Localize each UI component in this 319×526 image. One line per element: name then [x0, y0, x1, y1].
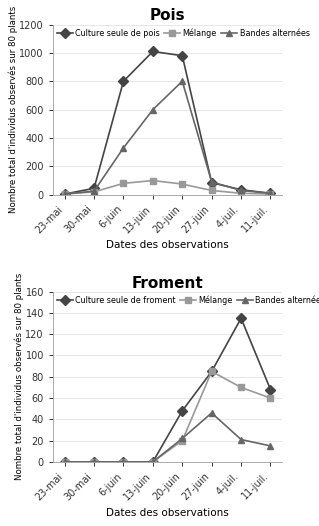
Line: Bandes alternées: Bandes alternées	[61, 78, 274, 197]
Culture seule de froment	[269, 387, 272, 393]
Line: Culture seule de froment: Culture seule de froment	[61, 315, 274, 466]
Title: Pois: Pois	[150, 8, 185, 23]
Mélange	[210, 368, 214, 375]
Bandes alternées	[63, 191, 67, 197]
Culture seule de froment	[92, 459, 96, 465]
Y-axis label: Nombre total d'individus observés sur 80 plants: Nombre total d'individus observés sur 80…	[14, 273, 24, 480]
Mélange	[151, 177, 155, 184]
Mélange	[210, 187, 214, 194]
Culture seule de froment	[180, 408, 184, 414]
Culture seule de pois	[180, 53, 184, 59]
Y-axis label: Nombre total d'individus observés sur 80 plants: Nombre total d'individus observés sur 80…	[8, 6, 18, 213]
Culture seule de pois	[63, 191, 67, 197]
Mélange	[63, 459, 67, 465]
Legend: Culture seule de pois, Mélange, Bandes alternées: Culture seule de pois, Mélange, Bandes a…	[54, 25, 313, 41]
Line: Culture seule de pois: Culture seule de pois	[61, 48, 274, 197]
Mélange	[122, 180, 125, 187]
Bandes alternées	[269, 443, 272, 449]
Bandes alternées	[239, 187, 243, 194]
Bandes alternées	[92, 459, 96, 465]
Culture seule de froment	[210, 368, 214, 375]
Mélange	[269, 395, 272, 401]
Culture seule de froment	[63, 459, 67, 465]
Culture seule de froment	[151, 459, 155, 465]
X-axis label: Dates des observations: Dates des observations	[106, 240, 229, 250]
Culture seule de froment	[122, 459, 125, 465]
Culture seule de pois	[92, 185, 96, 191]
Bandes alternées	[122, 145, 125, 151]
Bandes alternées	[151, 459, 155, 465]
Mélange	[239, 385, 243, 391]
Mélange	[63, 191, 67, 197]
Mélange	[180, 181, 184, 187]
Bandes alternées	[210, 179, 214, 185]
Bandes alternées	[269, 190, 272, 196]
Mélange	[151, 459, 155, 465]
Legend: Culture seule de froment, Mélange, Bandes alternées: Culture seule de froment, Mélange, Bande…	[54, 292, 319, 308]
Bandes alternées	[180, 436, 184, 442]
Culture seule de pois	[269, 190, 272, 196]
Mélange	[122, 459, 125, 465]
Line: Bandes alternées: Bandes alternées	[61, 409, 274, 466]
Mélange	[92, 189, 96, 195]
Bandes alternées	[151, 106, 155, 113]
Mélange	[269, 191, 272, 197]
X-axis label: Dates des observations: Dates des observations	[106, 508, 229, 518]
Culture seule de froment	[239, 315, 243, 321]
Line: Mélange: Mélange	[61, 177, 274, 197]
Culture seule de pois	[151, 48, 155, 55]
Mélange	[92, 459, 96, 465]
Bandes alternées	[210, 410, 214, 416]
Bandes alternées	[63, 459, 67, 465]
Mélange	[180, 438, 184, 444]
Bandes alternées	[92, 188, 96, 194]
Culture seule de pois	[239, 187, 243, 193]
Title: Froment: Froment	[132, 276, 204, 290]
Bandes alternées	[122, 459, 125, 465]
Culture seule de pois	[210, 179, 214, 186]
Line: Mélange: Mélange	[61, 368, 274, 466]
Mélange	[239, 190, 243, 196]
Bandes alternées	[239, 437, 243, 443]
Culture seule de pois	[122, 78, 125, 84]
Bandes alternées	[180, 78, 184, 84]
